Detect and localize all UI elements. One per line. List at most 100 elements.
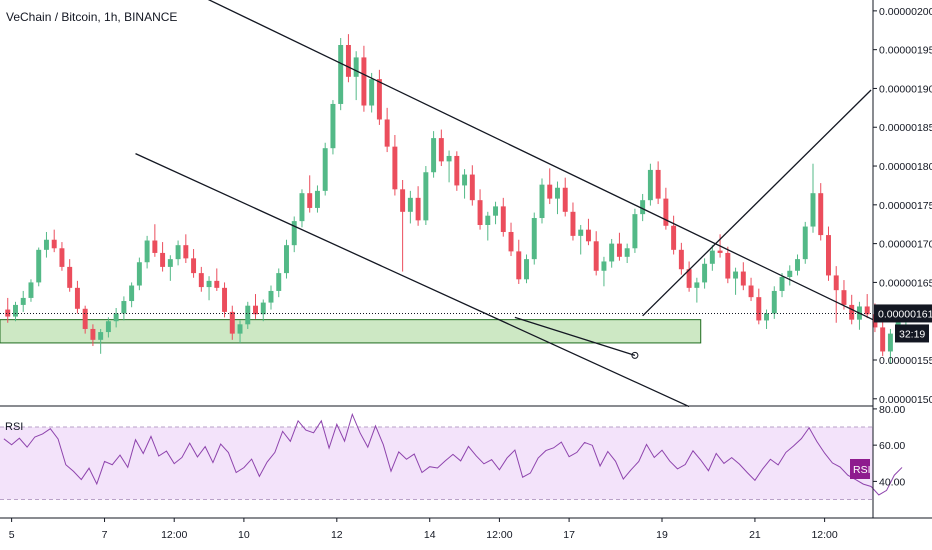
candle [121, 301, 127, 314]
candle [740, 271, 746, 286]
time-tick-label: 5 [9, 529, 15, 541]
candle [20, 297, 26, 305]
candle [384, 119, 390, 147]
trendline [642, 89, 872, 317]
candle [245, 305, 251, 325]
candle [13, 304, 18, 317]
candle [330, 103, 336, 149]
candle [113, 313, 119, 322]
candle [655, 169, 661, 199]
candle [849, 304, 855, 320]
rsi-tick-label: 40.00 [879, 476, 905, 488]
candle [299, 193, 305, 222]
time-tick-label: 10 [238, 529, 250, 541]
candle [616, 243, 622, 257]
candle [880, 327, 886, 352]
candle [500, 206, 506, 232]
price-tick-label: 0.00000165 [879, 277, 932, 289]
candle [694, 282, 700, 288]
time-tick-label: 21 [749, 529, 761, 541]
candle [222, 287, 228, 312]
price-tick-label: 0.00000200 [879, 6, 932, 18]
price-tick-label: 0.00000155 [879, 355, 932, 367]
candle [400, 189, 406, 212]
candle [291, 221, 297, 246]
countdown-label: 32:19 [899, 328, 925, 340]
candle [547, 184, 553, 199]
candle [198, 273, 204, 288]
trendline [207, 0, 874, 321]
candle [160, 252, 166, 267]
candle [678, 249, 684, 270]
rsi-badge-label: RSI [853, 464, 871, 476]
candle [493, 206, 499, 216]
candle [284, 245, 289, 274]
candle [129, 285, 135, 302]
candle [562, 187, 568, 212]
candle [376, 79, 382, 120]
candle [152, 240, 158, 253]
last-price-badge [874, 304, 932, 323]
candle [43, 239, 49, 250]
chart-title: VeChain / Bitcoin, 1h, BINANCE [6, 10, 178, 24]
candle [206, 280, 212, 288]
candle [446, 155, 452, 162]
candle [67, 266, 73, 288]
rsi-tick-label: 80.00 [879, 404, 905, 416]
candle [175, 245, 181, 260]
candle [864, 306, 870, 315]
candle [462, 174, 468, 186]
candle [539, 184, 545, 219]
candle [229, 311, 235, 334]
candle [214, 280, 220, 288]
candle [748, 285, 754, 298]
candle [725, 252, 731, 279]
price-tick-label: 0.00000175 [879, 200, 932, 212]
price-tick-label: 0.00000150 [879, 394, 932, 406]
candle [454, 155, 460, 186]
candle [353, 57, 359, 77]
candle [787, 270, 793, 277]
price-tick-label: 0.00000180 [879, 161, 932, 173]
candle [415, 197, 421, 221]
candle [268, 290, 274, 303]
candle [810, 193, 816, 227]
candle [322, 148, 328, 191]
candle [314, 190, 320, 208]
candle [136, 262, 142, 286]
candles [5, 34, 909, 364]
candle [90, 328, 96, 340]
candle [640, 200, 646, 215]
axis-labels: 0.00000200 0.00000195 0.00000190 0.00000185… [9, 6, 932, 541]
candle [609, 243, 615, 262]
candle [570, 211, 576, 236]
price-tick-label: 0.00000170 [879, 239, 932, 251]
rsi-label: RSI [5, 421, 24, 433]
candle [647, 169, 653, 201]
candle [524, 259, 529, 280]
support-zone [0, 319, 702, 344]
candle [516, 251, 522, 280]
candle [663, 198, 669, 226]
candle [702, 263, 708, 283]
candle [98, 332, 104, 340]
rsi-tick-label: 60.00 [879, 440, 905, 452]
last-price-label: 0.00000161 [878, 308, 932, 320]
candle [167, 259, 173, 267]
time-tick-label: 12 [331, 529, 343, 541]
candle [508, 231, 514, 252]
candle [531, 218, 537, 260]
candle [361, 57, 367, 106]
candle [802, 226, 808, 260]
candle [485, 215, 491, 225]
time-tick-label: 19 [656, 529, 668, 541]
candle [764, 313, 770, 321]
time-tick-label: 12:00 [811, 529, 837, 541]
candle [833, 275, 839, 291]
candle [260, 302, 266, 315]
candle [469, 174, 475, 201]
candle [717, 250, 723, 253]
candle [423, 172, 429, 221]
